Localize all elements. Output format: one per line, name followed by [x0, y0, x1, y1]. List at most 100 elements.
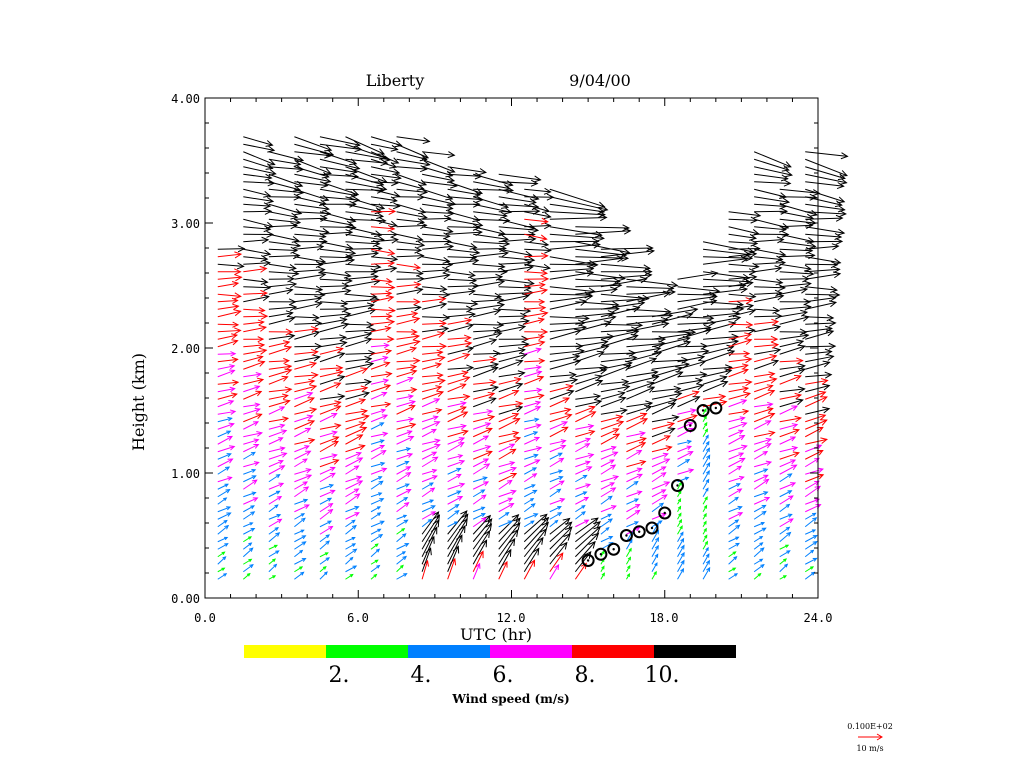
wind-vector-head: [349, 556, 354, 561]
wind-vector-head: [387, 318, 396, 326]
wind-vector: [217, 573, 227, 580]
wind-vector: [753, 468, 768, 475]
wind-vector: [728, 524, 740, 535]
wind-vector: [294, 286, 323, 291]
wind-vector: [421, 196, 456, 205]
wind-vector: [805, 444, 822, 453]
wind-vector-head: [485, 518, 493, 526]
wind-vector-head: [517, 370, 526, 378]
wind-vector: [319, 467, 335, 475]
wind-vector: [549, 521, 572, 543]
wind-vector-head: [379, 498, 385, 503]
wind-vector-head: [795, 398, 804, 406]
wind-vector-head: [334, 400, 342, 407]
wind-vector-head: [483, 481, 490, 487]
wind-vector-head: [442, 272, 451, 280]
wind-vector-head: [492, 350, 501, 358]
wind-vector-head: [618, 274, 626, 282]
wind-vector-head: [504, 207, 513, 215]
wind-vector: [421, 444, 440, 453]
wind-vector: [498, 266, 533, 273]
wind-vector-head: [273, 563, 278, 568]
wind-vector-head: [680, 559, 685, 565]
wind-vector: [319, 503, 333, 513]
wind-vector-head: [513, 436, 522, 443]
wind-vector: [651, 453, 668, 460]
wind-vector-head: [328, 483, 335, 489]
wind-vector-head: [518, 324, 527, 332]
wind-vector: [524, 348, 542, 355]
wind-vector: [243, 136, 273, 146]
wind-vector-head: [325, 557, 331, 561]
wind-vector-head: [534, 436, 541, 442]
wind-vector-head: [639, 431, 646, 437]
wind-vector: [728, 353, 750, 355]
wind-vector-head: [429, 499, 435, 504]
wind-vector-head: [413, 263, 422, 271]
wind-vector-head: [532, 467, 538, 472]
wind-vector: [319, 454, 337, 460]
wind-vector: [779, 518, 794, 528]
wind-vector: [728, 488, 742, 498]
wind-vector-head: [437, 355, 446, 362]
wind-vector-head: [257, 360, 266, 367]
wind-vector-head: [594, 398, 603, 406]
wind-vector: [651, 513, 666, 520]
wind-vector: [753, 158, 789, 171]
wind-vector: [549, 552, 564, 573]
wind-vector: [396, 255, 424, 258]
wind-vector: [319, 259, 355, 265]
wind-vector: [243, 262, 270, 265]
wind-vector: [396, 543, 409, 550]
wind-vector: [575, 284, 622, 288]
wind-vector: [396, 461, 409, 468]
wind-vector-head: [833, 258, 842, 266]
wind-vector: [473, 299, 504, 303]
wind-vector: [294, 427, 311, 438]
wind-vector: [575, 411, 596, 423]
wind-vector: [447, 313, 475, 318]
wind-vector-head: [433, 398, 441, 404]
wind-vector: [243, 173, 272, 179]
wind-vector-head: [742, 273, 751, 281]
wind-vector-head: [680, 537, 685, 543]
wind-vector-head: [743, 391, 752, 399]
wind-vector-head: [358, 444, 366, 451]
wind-vector: [523, 528, 547, 558]
wind-vector: [294, 269, 325, 273]
wind-vector: [677, 545, 685, 558]
wind-vector-head: [248, 536, 253, 540]
wind-vector-head: [415, 269, 424, 277]
wind-vector: [779, 417, 801, 423]
wind-vector-head: [741, 444, 748, 451]
wind-vector-head: [256, 354, 264, 361]
wind-vector: [524, 467, 537, 475]
wind-vector-head: [419, 222, 428, 230]
wind-vector-head: [763, 491, 769, 496]
wind-vector-head: [290, 212, 299, 220]
wind-vector: [294, 392, 313, 400]
wind-vector: [626, 557, 631, 565]
wind-vector-head: [353, 465, 360, 471]
wind-vector: [447, 454, 463, 460]
wind-vector: [549, 268, 594, 273]
wind-vector-head: [619, 407, 628, 415]
wind-vector: [524, 225, 551, 228]
wind-vector: [473, 280, 505, 288]
wind-vector: [319, 459, 339, 468]
wind-vector-head: [517, 347, 526, 355]
wind-vector-head: [564, 413, 573, 420]
wind-vector: [473, 445, 491, 453]
wind-vector-head: [610, 487, 617, 493]
wind-vector: [805, 301, 837, 310]
wind-vector: [421, 487, 435, 498]
wind-vector: [600, 381, 629, 385]
wind-vector-head: [724, 368, 733, 376]
wind-vector: [422, 298, 446, 303]
wind-vector-head: [378, 480, 384, 486]
wind-vector: [243, 218, 273, 228]
wind-vector: [243, 203, 271, 207]
wind-vector-head: [300, 571, 305, 576]
wind-vector-head: [533, 175, 542, 183]
wind-vector: [779, 550, 791, 558]
